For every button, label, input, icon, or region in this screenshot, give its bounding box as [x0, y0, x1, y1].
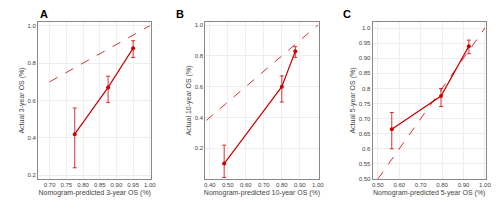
svg-text:0.70: 0.70: [258, 182, 270, 188]
svg-text:0.70: 0.70: [359, 116, 371, 122]
svg-text:1.00: 1.00: [479, 182, 491, 188]
svg-text:0.80: 0.80: [276, 182, 288, 188]
svg-text:0.90: 0.90: [294, 182, 306, 188]
svg-text:Actual 3-year OS (%): Actual 3-year OS (%): [18, 67, 26, 133]
svg-text:0.50: 0.50: [359, 176, 371, 182]
svg-text:0.2: 0.2: [28, 172, 37, 178]
svg-text:0.70: 0.70: [415, 182, 427, 188]
svg-text:0.90: 0.90: [458, 182, 470, 188]
svg-text:0.65: 0.65: [359, 131, 371, 137]
svg-text:Nomogram-predicted 5-year OS (: Nomogram-predicted 5-year OS (%): [373, 189, 485, 197]
svg-text:Nomogram-predicted 3-year OS (: Nomogram-predicted 3-year OS (%): [39, 189, 151, 197]
svg-text:A: A: [40, 8, 48, 20]
svg-text:1.0: 1.0: [362, 25, 371, 31]
svg-text:1.00: 1.00: [312, 182, 324, 188]
svg-text:0.80: 0.80: [436, 182, 448, 188]
svg-text:Actual 5-year OS (%): Actual 5-year OS (%): [349, 67, 357, 133]
svg-text:0.50: 0.50: [222, 182, 234, 188]
svg-text:0.75: 0.75: [61, 182, 73, 188]
svg-text:0.80: 0.80: [77, 182, 89, 188]
svg-text:0.95: 0.95: [359, 40, 371, 46]
svg-text:0.70: 0.70: [44, 182, 56, 188]
svg-text:0.85: 0.85: [359, 70, 371, 76]
svg-text:0.6: 0.6: [28, 98, 37, 104]
svg-text:1.0: 1.0: [195, 22, 204, 28]
svg-text:0.6: 0.6: [195, 84, 204, 90]
svg-text:0.55: 0.55: [359, 161, 371, 167]
svg-text:0.50: 0.50: [372, 182, 384, 188]
svg-text:0.95: 0.95: [127, 182, 139, 188]
svg-text:0.75: 0.75: [359, 101, 371, 107]
svg-text:0.8: 0.8: [28, 60, 37, 66]
svg-text:B: B: [176, 8, 184, 20]
svg-text:0.8: 0.8: [362, 86, 371, 92]
svg-text:0.6: 0.6: [362, 146, 371, 152]
svg-text:1.0: 1.0: [28, 23, 37, 29]
svg-text:0.4: 0.4: [195, 115, 204, 121]
svg-text:0.4: 0.4: [28, 135, 37, 141]
svg-text:0.90: 0.90: [111, 182, 123, 188]
svg-text:0.40: 0.40: [204, 182, 216, 188]
svg-text:Actual 10-year OS (%): Actual 10-year OS (%): [185, 65, 193, 135]
svg-text:0.8: 0.8: [195, 53, 204, 59]
svg-text:0.60: 0.60: [393, 182, 405, 188]
svg-text:0.90: 0.90: [359, 55, 371, 61]
svg-text:Nomogram-predicted 10-year OS: Nomogram-predicted 10-year OS (%): [204, 189, 320, 197]
svg-text:1.00: 1.00: [144, 182, 156, 188]
svg-text:0.2: 0.2: [195, 145, 204, 151]
svg-text:C: C: [343, 8, 351, 20]
svg-text:0.85: 0.85: [94, 182, 106, 188]
svg-text:0.60: 0.60: [240, 182, 252, 188]
